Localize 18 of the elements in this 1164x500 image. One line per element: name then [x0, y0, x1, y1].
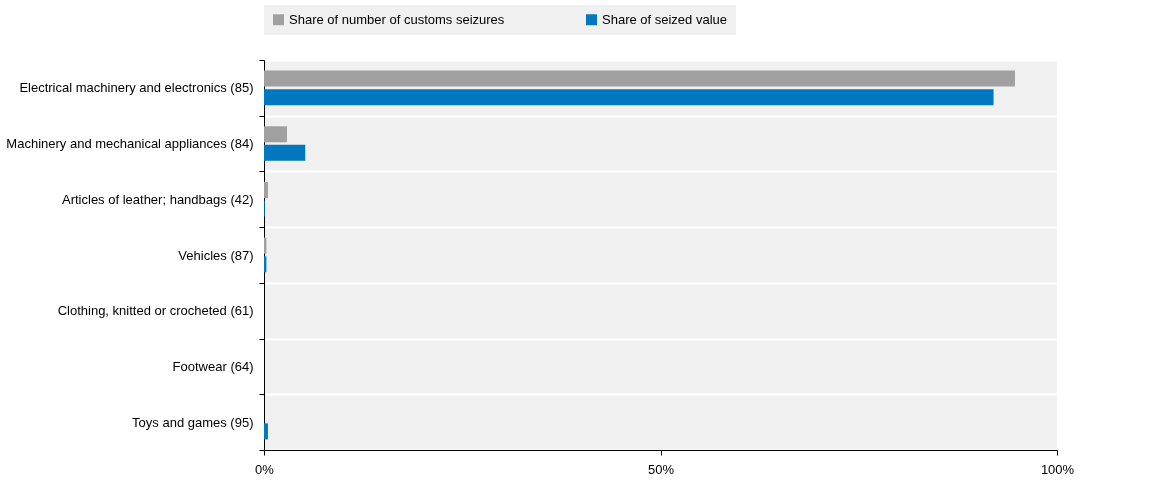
- y-tick-label: Vehicles (87): [178, 247, 254, 263]
- y-tick-label: Clothing, knitted or crocheted (61): [57, 303, 254, 319]
- y-tick-label: Electrical machinery and electronics (85): [19, 80, 254, 96]
- bar: [264, 423, 268, 440]
- y-tick-label: Machinery and mechanical appliances (84): [6, 136, 254, 152]
- y-tick-label: Footwear (64): [172, 358, 254, 374]
- x-tick-label: 0%: [255, 461, 275, 477]
- bar: [264, 70, 1015, 87]
- bar: [264, 182, 268, 198]
- legend-label: Share of number of customs seizures: [289, 11, 505, 27]
- x-tick-label: 50%: [647, 461, 675, 477]
- legend-label: Share of seized value: [602, 11, 728, 27]
- bar: [264, 126, 287, 143]
- bar: [264, 89, 994, 106]
- x-tick-label: 100%: [1040, 461, 1075, 477]
- y-tick-label: Articles of leather; handbags (42): [62, 191, 254, 207]
- bar: [264, 144, 306, 161]
- y-tick-label: Toys and games (95): [132, 414, 254, 430]
